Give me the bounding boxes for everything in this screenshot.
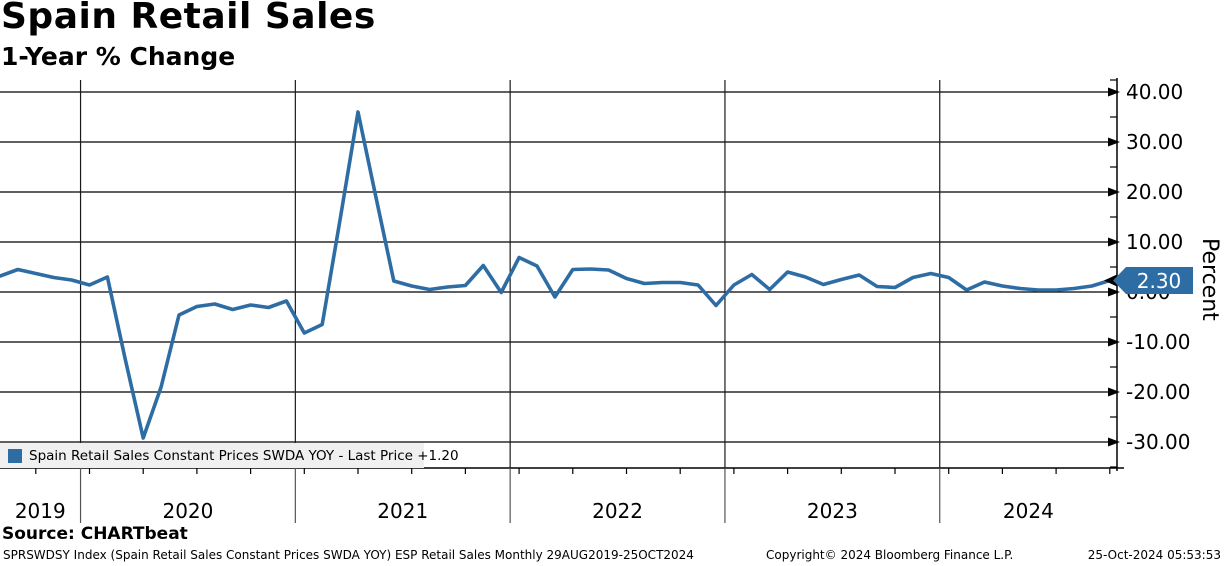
footer-ticker-info: SPRSWDSY Index (Spain Retail Sales Const…	[3, 548, 694, 562]
chart-subtitle: 1-Year % Change	[1, 42, 236, 71]
x-year-label: 2022	[592, 499, 643, 523]
series-marker-icon	[8, 448, 22, 463]
y-tick-label: -20.00	[1126, 380, 1191, 404]
y-tick-label: 20.00	[1126, 180, 1184, 204]
legend-label: Spain Retail Sales Constant Prices SWDA …	[29, 447, 459, 464]
legend: Spain Retail Sales Constant Prices SWDA …	[0, 443, 459, 468]
source-line: Source: CHARTbeat	[2, 524, 188, 544]
last-price-badge-value: 2.30	[1136, 268, 1182, 293]
y-axis-title: Percent	[1197, 238, 1222, 321]
footer-copyright: Copyright© 2024 Bloomberg Finance L.P.	[766, 548, 1014, 562]
x-year-label: 2019	[14, 499, 66, 523]
x-year-label: 2024	[1002, 499, 1054, 523]
series-line	[0, 110, 1112, 440]
y-tick-label: 10.00	[1126, 230, 1184, 254]
chart-title: Spain Retail Sales	[1, 0, 376, 37]
y-tick-label: -30.00	[1126, 430, 1191, 454]
last-price-badge: 2.30	[1113, 267, 1193, 294]
y-tick-label: 30.00	[1126, 130, 1184, 154]
y-tick-label: 40.00	[1126, 80, 1184, 104]
y-tick-label: -10.00	[1126, 330, 1191, 354]
x-year-label: 2021	[377, 499, 429, 523]
x-year-label: 2023	[806, 499, 858, 523]
footer-timestamp: 25-Oct-2024 05:53:53	[1087, 548, 1221, 562]
x-year-label: 2020	[162, 499, 214, 523]
